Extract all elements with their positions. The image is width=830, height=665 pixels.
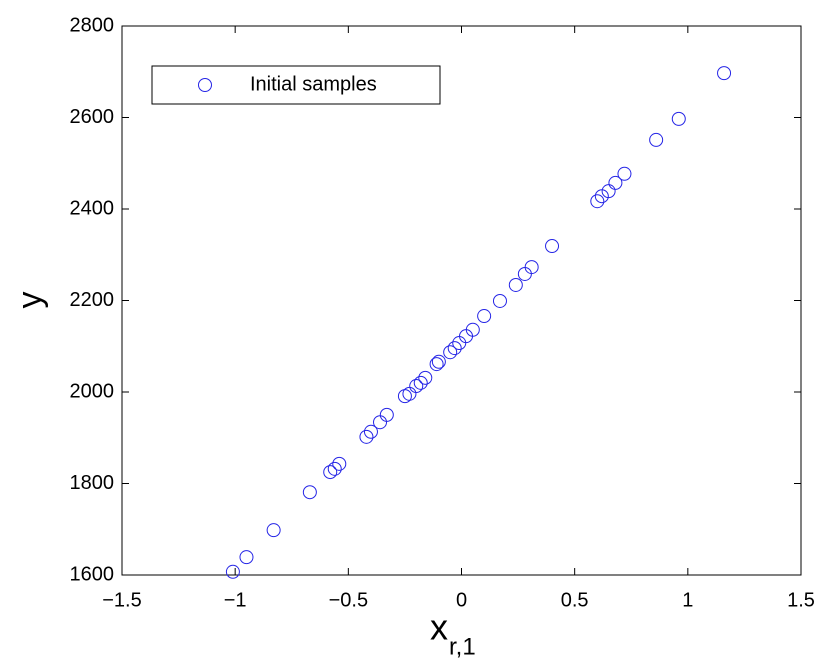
x-tick-label: −0.5 [329, 589, 368, 611]
point [359, 429, 374, 444]
point [225, 564, 240, 579]
point [409, 379, 424, 394]
point [608, 175, 623, 190]
point [327, 461, 342, 476]
point [671, 111, 686, 126]
x-tick-label: 0 [456, 589, 467, 611]
point [617, 166, 632, 181]
point [363, 424, 378, 439]
x-tick-label: 1 [682, 589, 693, 611]
y-tick-label: 1800 [70, 472, 115, 494]
point [379, 407, 394, 422]
plot-area [121, 25, 802, 576]
point [492, 293, 507, 308]
x-tick-label: 1.5 [787, 589, 815, 611]
point [443, 345, 458, 360]
point [601, 184, 616, 199]
y-tick-label: 2200 [70, 289, 115, 311]
y-tick-label: 2600 [70, 106, 115, 128]
x-axis-label-subscript: r,1 [449, 633, 476, 660]
legend-label: Initial samples [250, 73, 377, 95]
point [413, 375, 428, 390]
y-tick-label: 2000 [70, 380, 115, 402]
point [302, 485, 317, 500]
point [266, 523, 281, 538]
point [447, 341, 462, 356]
y-tick-label: 2400 [70, 197, 115, 219]
point [717, 66, 732, 81]
point [508, 277, 523, 292]
x-tick-label: −1.5 [102, 589, 141, 611]
point [429, 357, 444, 372]
legend-marker [198, 78, 212, 92]
point [418, 370, 433, 385]
x-tick-label: 0.5 [561, 589, 589, 611]
x-tick-label: −1 [224, 589, 247, 611]
point [524, 260, 539, 275]
point [323, 465, 338, 480]
point [332, 456, 347, 471]
point [590, 194, 605, 209]
y-tick-label: 1600 [70, 563, 115, 585]
point [545, 239, 560, 254]
legend-box [151, 65, 441, 105]
point [465, 322, 480, 337]
point [477, 309, 492, 324]
point [431, 354, 446, 369]
y-axis-label: y [11, 292, 49, 309]
y-tick-label: 2800 [70, 14, 115, 36]
point [239, 550, 254, 565]
point [649, 132, 664, 147]
x-axis-label: x [430, 607, 448, 648]
